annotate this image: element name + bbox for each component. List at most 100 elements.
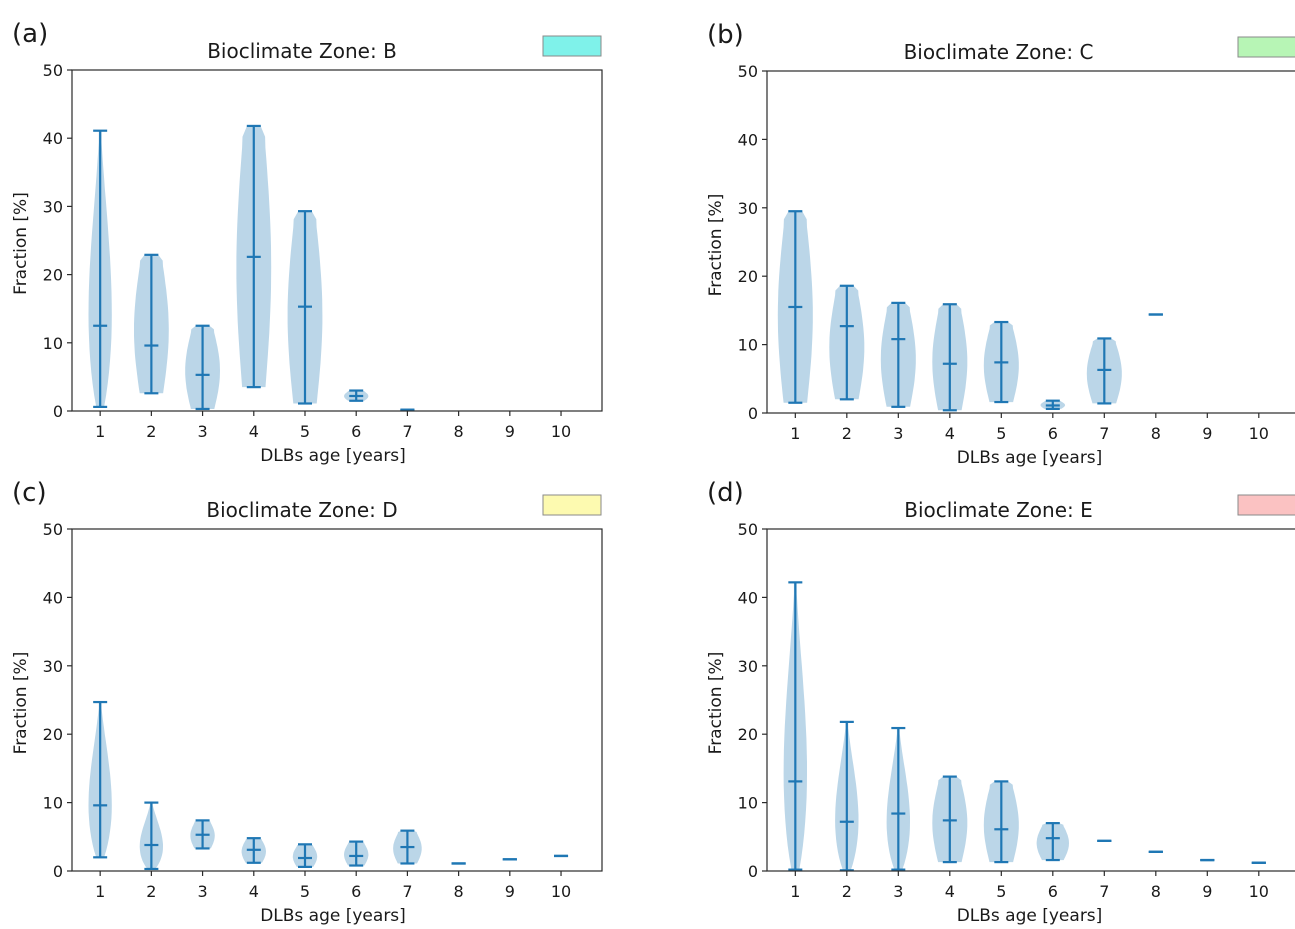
- x-tick-label: 3: [893, 882, 903, 901]
- y-tick-label: 50: [43, 520, 63, 539]
- y-tick-label: 40: [738, 130, 758, 149]
- violin-6: [344, 840, 369, 867]
- y-tick-label: 50: [738, 520, 758, 539]
- y-tick-label: 40: [43, 129, 63, 148]
- x-axis-label: DLBs age [years]: [260, 906, 406, 926]
- x-tick-label: 5: [300, 422, 310, 441]
- zone-color-swatch: [1237, 494, 1295, 516]
- x-tick-label: 9: [505, 422, 515, 441]
- x-tick-label: 2: [146, 422, 156, 441]
- y-tick-label: 0: [53, 402, 63, 421]
- x-axis-label: DLBs age [years]: [957, 448, 1103, 468]
- plot-frame: [766, 528, 1295, 872]
- x-tick-label: 7: [1099, 424, 1109, 443]
- y-axis-label: Fraction [%]: [11, 192, 31, 295]
- violin-4: [241, 837, 266, 864]
- x-tick-label: 3: [197, 882, 207, 901]
- panel-label: (d): [707, 478, 744, 508]
- chart-panel-b: (b) Bioclimate Zone: C 0 10 20 30 40 50 1 2 3 4 5 6 7 8…: [706, 20, 1295, 468]
- y-tick-label: 0: [53, 862, 63, 881]
- violin-2: [835, 720, 859, 872]
- y-tick-label: 30: [738, 199, 758, 218]
- violin-5: [983, 320, 1019, 404]
- violin-5: [292, 843, 318, 868]
- violin-6: [344, 389, 369, 402]
- violin-3: [886, 726, 910, 871]
- violin-5: [287, 210, 323, 405]
- y-tick-label: 30: [43, 197, 63, 216]
- x-tick-label: 3: [197, 422, 207, 441]
- y-tick-label: 20: [43, 266, 63, 285]
- x-axis-label: DLBs age [years]: [957, 906, 1103, 926]
- panel-label: (c): [12, 478, 47, 508]
- y-tick-label: 10: [43, 794, 63, 813]
- y-axis-label: Fraction [%]: [706, 652, 726, 755]
- x-tick-label: 6: [1048, 424, 1058, 443]
- y-tick-label: 50: [738, 62, 758, 81]
- violin-2: [134, 253, 169, 395]
- x-tick-label: 4: [249, 882, 259, 901]
- x-tick-label: 6: [1048, 882, 1058, 901]
- violin-7: [393, 829, 422, 865]
- y-tick-label: 10: [43, 334, 63, 353]
- y-tick-label: 0: [748, 404, 758, 423]
- x-tick-label: 1: [95, 882, 105, 901]
- y-tick-label: 20: [738, 725, 758, 744]
- y-tick-label: 10: [738, 336, 758, 355]
- y-axis-label: Fraction [%]: [706, 194, 726, 297]
- panel-label: (b): [707, 20, 744, 50]
- x-tick-label: 7: [402, 422, 412, 441]
- x-tick-label: 10: [551, 422, 571, 441]
- plot-frame: [71, 69, 603, 412]
- chart-panel-c: (c) Bioclimate Zone: D 0 10 20 30 40 50 1 2 3 4 5 6 7 8…: [11, 478, 603, 926]
- x-tick-label: 2: [842, 424, 852, 443]
- violin-6: [1040, 399, 1066, 410]
- zone-color-swatch: [542, 35, 602, 57]
- zone-color-swatch: [542, 494, 602, 516]
- x-tick-label: 1: [790, 424, 800, 443]
- chart-panel-a: (a) Bioclimate Zone: B 0 10 20 30 40 50 1 2 3 4 5 6 7 8…: [11, 19, 603, 466]
- x-tick-label: 9: [505, 882, 515, 901]
- chart-panel-d: (d) Bioclimate Zone: E 0 10 20 30 40 50 1 2 3 4 5 6 7 8…: [706, 478, 1295, 926]
- violin-6: [1036, 822, 1069, 862]
- x-tick-label: 5: [996, 882, 1006, 901]
- violin-2: [139, 801, 163, 871]
- chart-title: Bioclimate Zone: C: [904, 40, 1094, 64]
- violin-3: [190, 819, 215, 850]
- x-tick-label: 3: [893, 424, 903, 443]
- x-tick-label: 5: [996, 424, 1006, 443]
- x-tick-label: 8: [454, 882, 464, 901]
- violin-4: [932, 303, 968, 412]
- x-tick-label: 4: [249, 422, 259, 441]
- y-tick-label: 20: [738, 267, 758, 286]
- violin-1: [88, 129, 112, 409]
- violin-1: [777, 210, 813, 404]
- y-tick-label: 50: [43, 61, 63, 80]
- y-tick-label: 20: [43, 725, 63, 744]
- plot-frame: [766, 70, 1295, 414]
- y-axis-label: Fraction [%]: [11, 652, 31, 755]
- x-tick-label: 8: [1151, 882, 1161, 901]
- x-tick-label: 6: [351, 422, 361, 441]
- y-tick-label: 30: [738, 657, 758, 676]
- violin-3: [185, 324, 220, 411]
- x-tick-label: 2: [146, 882, 156, 901]
- x-tick-label: 10: [1249, 882, 1269, 901]
- chart-title: Bioclimate Zone: E: [904, 498, 1093, 522]
- violin-4: [236, 124, 272, 389]
- x-tick-label: 4: [945, 424, 955, 443]
- y-tick-label: 0: [748, 862, 758, 881]
- panel-label: (a): [12, 19, 48, 49]
- y-tick-label: 10: [738, 794, 758, 813]
- x-tick-label: 8: [454, 422, 464, 441]
- violin-1: [783, 581, 807, 871]
- y-tick-label: 40: [43, 588, 63, 607]
- x-tick-label: 7: [1099, 882, 1109, 901]
- violin-2: [829, 284, 865, 401]
- x-tick-label: 8: [1151, 424, 1161, 443]
- violin-3: [880, 301, 916, 408]
- chart-title: Bioclimate Zone: B: [207, 39, 397, 63]
- x-tick-label: 7: [402, 882, 412, 901]
- plot-frame: [71, 528, 603, 872]
